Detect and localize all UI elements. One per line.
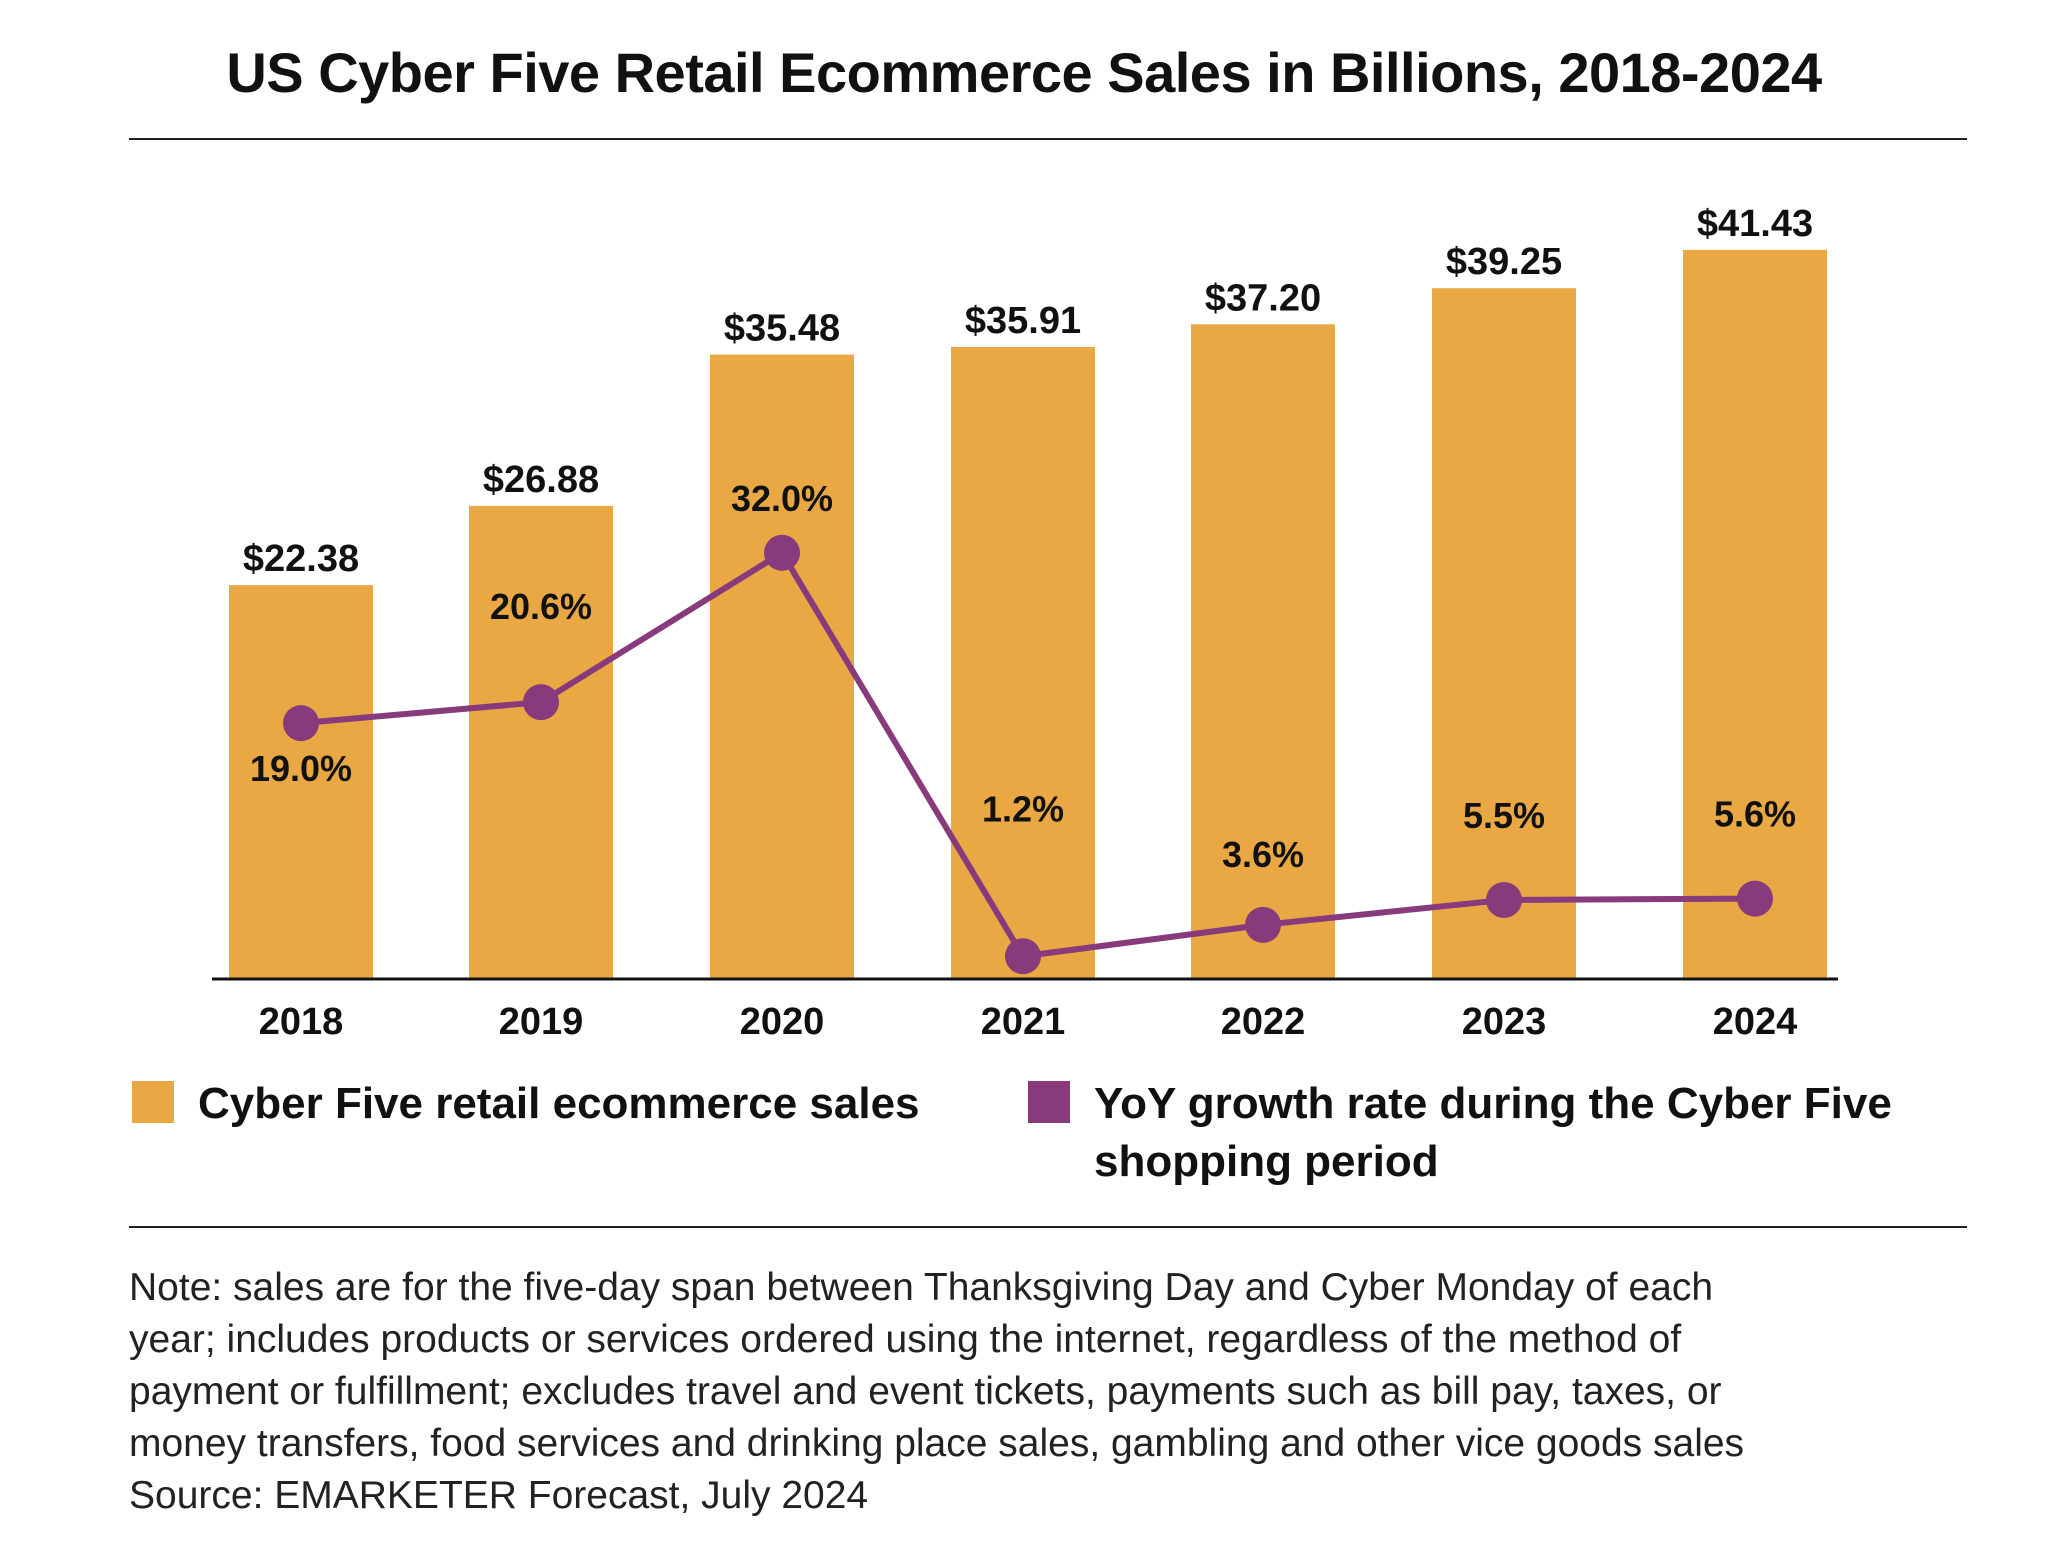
bar-value-label: $39.25 — [1446, 241, 1562, 283]
growth-point-2024 — [1737, 880, 1773, 917]
growth-value-label: 5.6% — [1714, 794, 1796, 835]
note-line: Note: sales are for the five-day span be… — [129, 1266, 1714, 1309]
legend-label-growth: YoY growth rate during the Cyber Five sh… — [1094, 1075, 1892, 1191]
legend-label-growth-line1: YoY growth rate during the Cyber Five — [1094, 1079, 1892, 1128]
legend-sales: Cyber Five retail ecommerce sales — [132, 1075, 920, 1133]
growth-point-2020 — [764, 534, 800, 571]
bar-value-label: $35.91 — [965, 300, 1081, 342]
x-tick-label: 2019 — [499, 1001, 584, 1043]
x-tick-label: 2021 — [981, 1001, 1066, 1043]
labels-group: $22.38 $26.88 $35.48 $35.91 $37.20 $39.25 $41.… — [243, 203, 1813, 875]
legend-label-sales: Cyber Five retail ecommerce sales — [198, 1079, 920, 1128]
note-line: money transfers, food services and drink… — [129, 1422, 1745, 1465]
growth-point-2018 — [283, 705, 319, 742]
source-line: Source: EMARKETER Forecast, July 2024 — [129, 1474, 869, 1517]
title-divider — [129, 138, 1967, 140]
growth-point-2022 — [1245, 906, 1281, 943]
growth-value-label: 32.0% — [731, 478, 833, 519]
x-tick-label: 2024 — [1713, 1001, 1798, 1043]
legend-growth: YoY growth rate during the Cyber Five sh… — [1028, 1075, 1892, 1191]
footnote: Note: sales are for the five-day span be… — [129, 1262, 1959, 1522]
bar-2024 — [1683, 249, 1827, 979]
bars-group — [229, 249, 1827, 979]
legend-swatch-growth — [1028, 1081, 1070, 1123]
bar-2021 — [951, 346, 1095, 979]
note-line: year; includes products or services orde… — [129, 1318, 1682, 1361]
bar-2022 — [1191, 324, 1335, 979]
growth-value-label: 19.0% — [250, 748, 352, 789]
growth-line-group — [283, 534, 1773, 975]
bar-value-label: $35.48 — [724, 308, 840, 350]
bar-value-label: $41.43 — [1697, 203, 1813, 245]
growth-value-label: 1.2% — [982, 788, 1064, 829]
legend-label-growth-line2: shopping period — [1094, 1137, 1439, 1186]
bar-2020 — [710, 354, 854, 979]
growth-value-label: 3.6% — [1222, 834, 1304, 875]
growth-point-2023 — [1486, 881, 1522, 918]
x-tick-label: 2018 — [259, 1001, 344, 1043]
growth-point-2021 — [1005, 938, 1041, 975]
bar-value-label: $26.88 — [483, 459, 599, 501]
x-tick-label: 2020 — [740, 1001, 825, 1043]
growth-value-label: 5.5% — [1463, 795, 1545, 836]
growth-value-label: 20.6% — [490, 586, 592, 627]
x-tick-labels: 2018 2019 2020 2021 2022 2023 2024 — [259, 1001, 1798, 1043]
note-divider — [129, 1226, 1967, 1228]
chart-title: US Cyber Five Retail Ecommerce Sales in … — [226, 41, 1822, 104]
bar-2019 — [469, 505, 613, 979]
legend-swatch-sales — [132, 1081, 174, 1123]
chart-area: $22.38 $26.88 $35.48 $35.91 $37.20 $39.25 $41.… — [212, 203, 1838, 1043]
bar-2023 — [1432, 288, 1576, 979]
growth-point-2019 — [523, 684, 559, 721]
bar-value-label: $37.20 — [1205, 277, 1321, 319]
x-tick-label: 2022 — [1221, 1001, 1306, 1043]
x-tick-label: 2023 — [1462, 1001, 1547, 1043]
note-line: payment or fulfillment; excludes travel … — [129, 1370, 1722, 1413]
bar-value-label: $22.38 — [243, 538, 359, 580]
bar-2018 — [229, 585, 373, 979]
